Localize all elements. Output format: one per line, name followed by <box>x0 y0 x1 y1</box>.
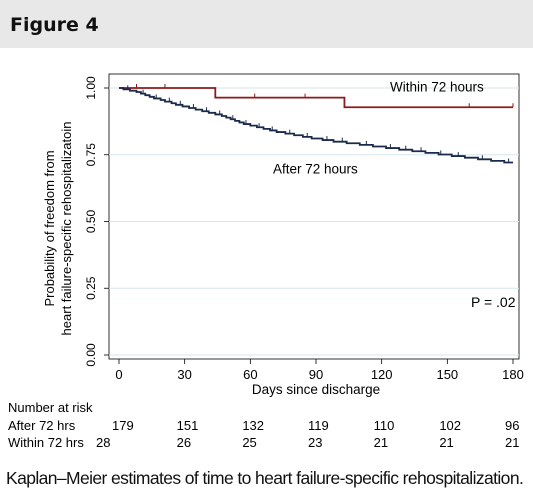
risk-value: 102 <box>439 418 462 433</box>
y-axis-title-line1: Probability of freedom from <box>42 150 57 306</box>
figure-title: Figure 4 <box>10 14 99 36</box>
risk-value: 119 <box>308 418 329 433</box>
risk-value: 28 <box>96 435 111 450</box>
plot-frame <box>108 73 520 360</box>
risk-row-label-after: After 72 hrs <box>8 418 76 433</box>
y-tick-label: 0.25 <box>84 276 98 300</box>
risk-value: 23 <box>308 435 323 450</box>
x-tick-label: 90 <box>309 367 323 382</box>
series-label-after-72h: After 72 hours <box>273 161 358 176</box>
risk-value: 21 <box>373 435 389 450</box>
risk-value: 179 <box>112 418 134 433</box>
kaplan-meier-chart: 0.00 0.25 0.50 0.75 1.00 0 30 60 90 120 150 180 Days… <box>42 73 524 397</box>
x-tick-label: 180 <box>502 367 524 382</box>
x-tick-label: 120 <box>371 367 393 382</box>
y-axis-title-line2: heart failure-specific rehospitalizatoin <box>59 122 74 336</box>
y-tick-label: 0.50 <box>84 209 98 233</box>
risk-value: 26 <box>176 435 192 450</box>
p-value-annotation: P = .02 <box>471 294 516 310</box>
x-tick-label: 0 <box>115 367 122 382</box>
risk-value: 96 <box>505 418 520 433</box>
risk-value: 151 <box>176 418 199 433</box>
x-tick-label: 60 <box>243 367 257 382</box>
figure-header: Figure 4 <box>0 0 533 48</box>
figure-caption: Kaplan–Meier estimates of time to heart … <box>6 468 524 488</box>
risk-row-label-within: Within 72 hrs <box>8 435 84 450</box>
x-tick-label: 150 <box>436 367 458 382</box>
risk-table-title: Number at risk <box>8 400 93 415</box>
x-tick-label: 30 <box>177 367 191 382</box>
y-tick-label: 0.75 <box>84 143 98 167</box>
y-tick-label: 1.00 <box>84 76 98 100</box>
x-axis-title: Days since discharge <box>252 382 380 397</box>
risk-value: 21 <box>505 435 520 450</box>
risk-value: 25 <box>242 435 257 450</box>
series-label-within-72h: Within 72 hours <box>390 80 484 95</box>
risk-value: 132 <box>242 418 265 433</box>
risk-value: 110 <box>373 418 395 433</box>
y-tick-label: 0.00 <box>84 343 98 367</box>
series-line-within-72h <box>119 87 513 109</box>
series-line-after-72h <box>119 87 513 164</box>
risk-value: 21 <box>439 435 454 450</box>
